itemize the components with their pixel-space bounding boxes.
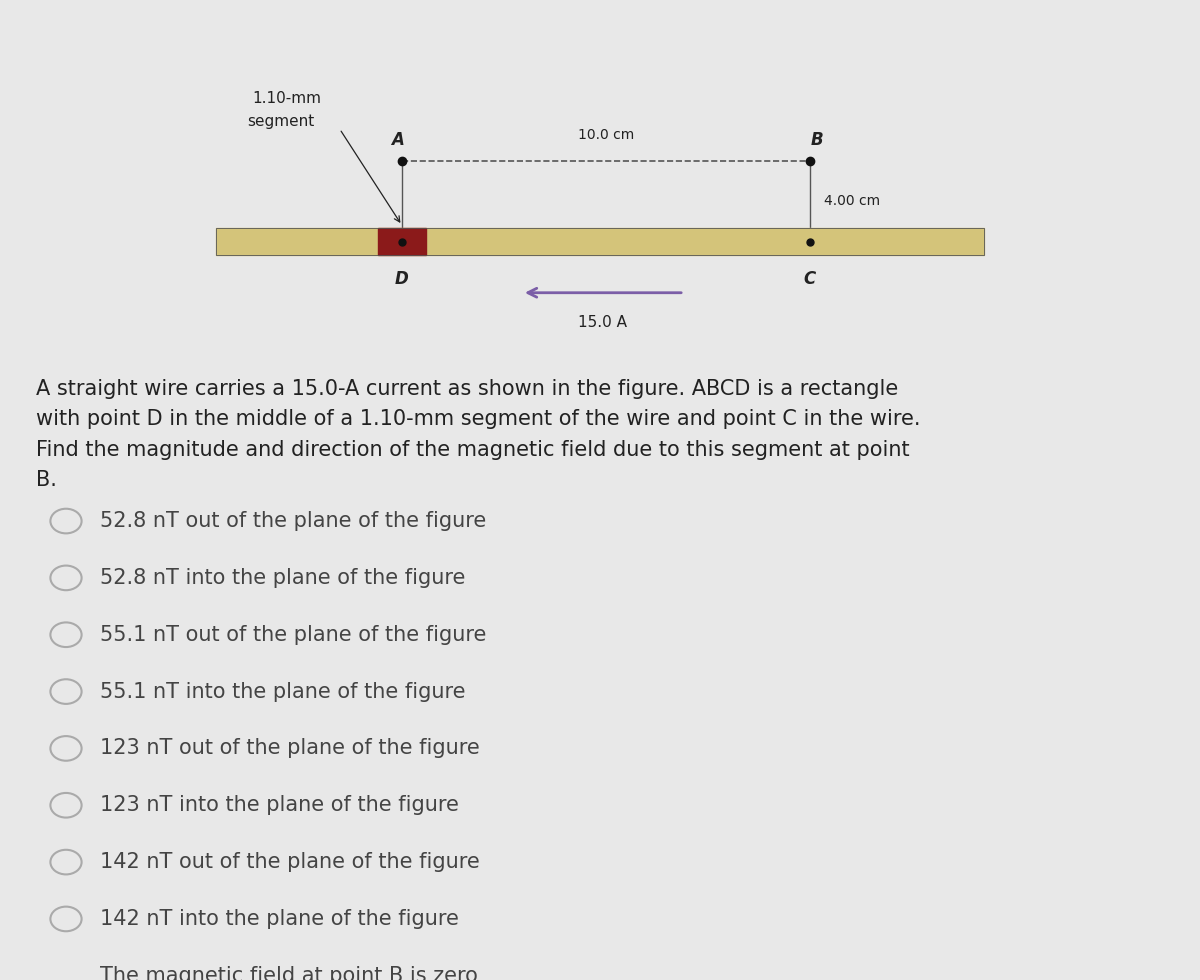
Bar	[216, 228, 984, 255]
Text: 52.8 nT out of the plane of the figure: 52.8 nT out of the plane of the figure	[100, 511, 486, 531]
Text: 142 nT out of the plane of the figure: 142 nT out of the plane of the figure	[100, 852, 479, 872]
Text: C: C	[804, 270, 816, 288]
Text: 10.0 cm: 10.0 cm	[578, 128, 634, 142]
Text: 123 nT out of the plane of the figure: 123 nT out of the plane of the figure	[100, 738, 479, 759]
Text: 55.1 nT into the plane of the figure: 55.1 nT into the plane of the figure	[100, 681, 466, 702]
Text: 4.00 cm: 4.00 cm	[824, 194, 881, 209]
Text: The magnetic field at point B is zero: The magnetic field at point B is zero	[100, 965, 478, 980]
Text: 123 nT into the plane of the figure: 123 nT into the plane of the figure	[100, 795, 458, 815]
Bar	[216, 228, 984, 255]
Bar	[378, 228, 426, 255]
Text: 142 nT into the plane of the figure: 142 nT into the plane of the figure	[100, 908, 458, 929]
Text: A straight wire carries a 15.0-A current as shown in the figure. ABCD is a recta: A straight wire carries a 15.0-A current…	[36, 379, 920, 490]
Text: 1.10-mm: 1.10-mm	[253, 91, 322, 106]
Text: 55.1 nT out of the plane of the figure: 55.1 nT out of the plane of the figure	[100, 624, 486, 645]
Text: D: D	[395, 270, 409, 288]
Text: B: B	[811, 130, 823, 149]
Text: 52.8 nT into the plane of the figure: 52.8 nT into the plane of the figure	[100, 567, 464, 588]
Text: A: A	[391, 130, 403, 149]
Text: segment: segment	[247, 114, 314, 128]
Text: 15.0 A: 15.0 A	[578, 316, 628, 330]
